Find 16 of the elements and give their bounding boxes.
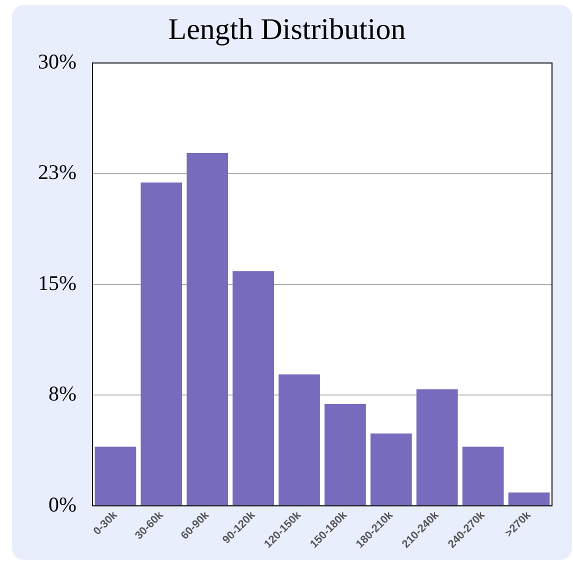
bar [186, 153, 228, 506]
y-tick-label: 23% [38, 160, 76, 184]
bar [278, 374, 320, 506]
y-tick-label: 8% [48, 382, 76, 406]
bar [140, 182, 182, 506]
bar [94, 446, 136, 506]
y-tick-label: 30% [38, 50, 76, 74]
bar [416, 389, 458, 506]
bar [462, 446, 504, 506]
chart-title: Length Distribution [168, 12, 406, 46]
bar [370, 433, 412, 506]
bar [324, 404, 366, 506]
bar [508, 492, 550, 506]
y-tick-label: 0% [48, 492, 76, 516]
bar [232, 271, 274, 506]
y-tick-label: 15% [38, 270, 76, 295]
